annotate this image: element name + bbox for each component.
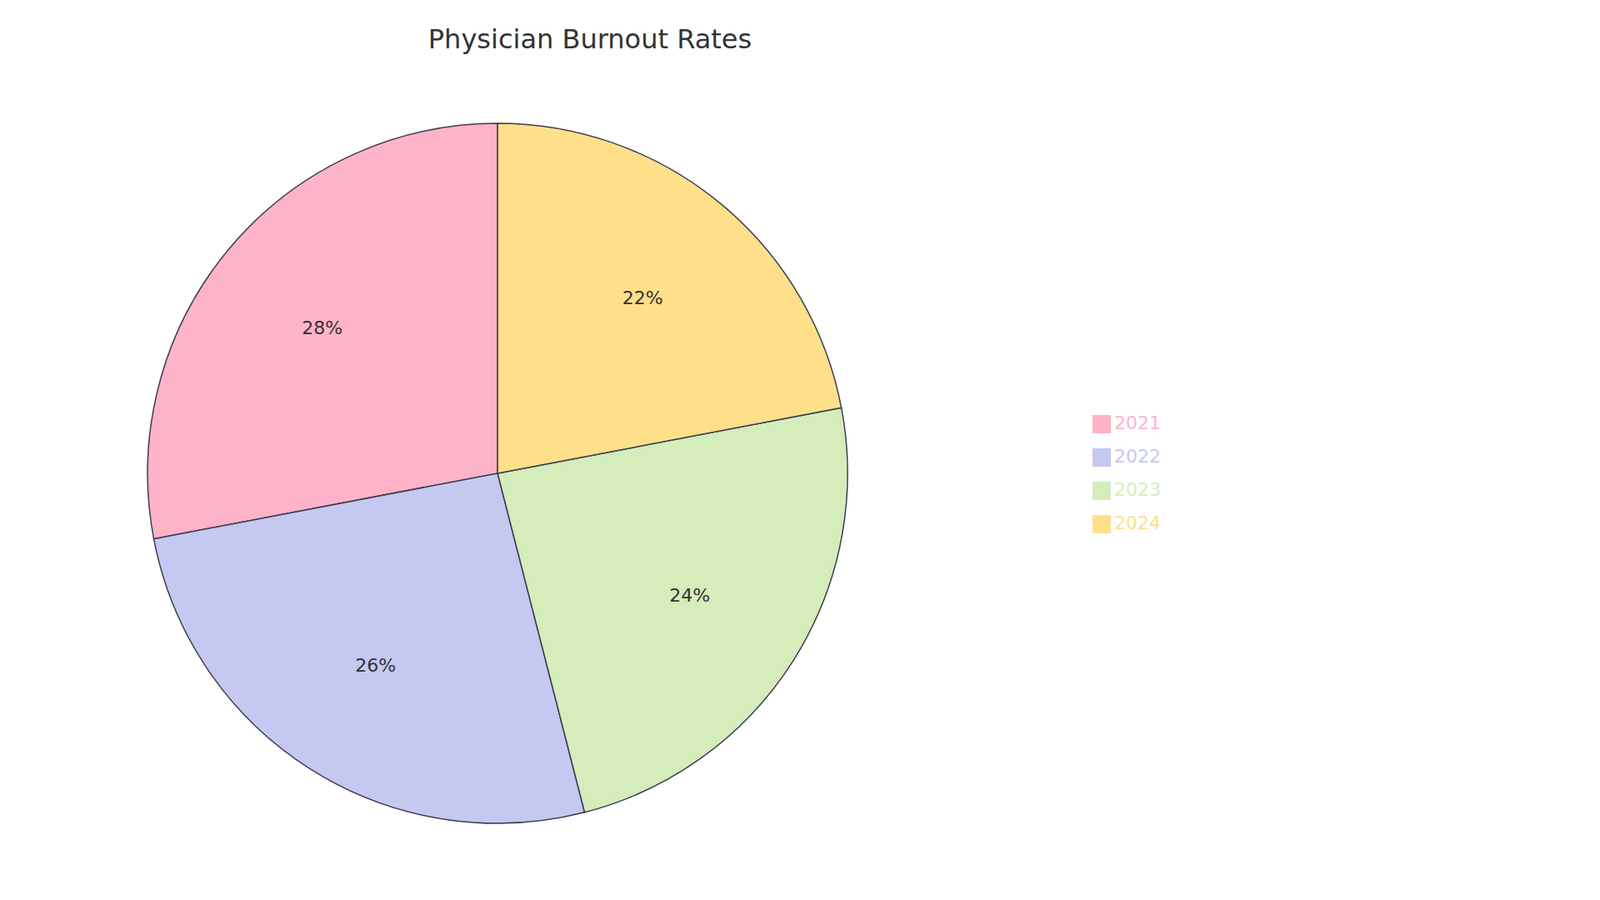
html-text:2021: 2021 <box>1114 412 1161 434</box>
html-text:2024: 2024 <box>1114 512 1161 534</box>
html-text:2023: 2023 <box>1114 479 1161 500</box>
svg-text:22%: 22% <box>622 287 664 309</box>
html-text:Physician Burnout Rates: Physician Burnout Rates <box>428 23 752 55</box>
svg-text:26%: 26% <box>355 655 396 676</box>
svg-text:28%: 28% <box>301 317 343 339</box>
html-text:2022: 2022 <box>1114 445 1161 467</box>
svg-text:24%: 24% <box>669 585 710 606</box>
